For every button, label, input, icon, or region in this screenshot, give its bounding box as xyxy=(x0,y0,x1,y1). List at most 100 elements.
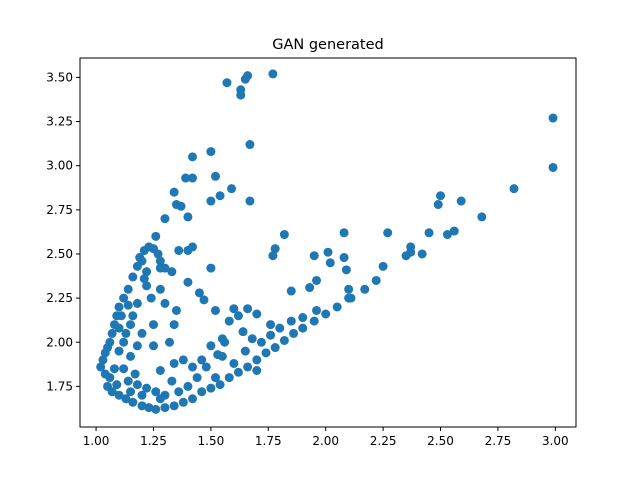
point xyxy=(188,173,198,183)
point xyxy=(114,323,124,333)
point xyxy=(201,362,211,372)
point xyxy=(176,201,186,211)
point xyxy=(178,355,188,365)
point xyxy=(137,328,147,338)
point xyxy=(132,380,142,390)
point xyxy=(339,253,349,263)
point xyxy=(197,387,207,397)
point xyxy=(126,320,136,330)
point xyxy=(165,337,175,347)
point xyxy=(433,200,443,210)
point xyxy=(360,284,370,294)
point xyxy=(144,403,154,413)
point xyxy=(194,288,204,298)
point xyxy=(199,295,209,305)
point xyxy=(139,274,149,284)
point xyxy=(114,346,124,356)
y-tick-label: 2.75 xyxy=(46,203,73,217)
x-tick-label: 2.50 xyxy=(427,434,454,448)
point xyxy=(309,316,319,326)
y-tick-label: 2.25 xyxy=(46,291,73,305)
point xyxy=(243,362,253,372)
point xyxy=(279,230,289,240)
point xyxy=(178,397,188,407)
point xyxy=(188,152,198,162)
point xyxy=(245,196,255,206)
point xyxy=(160,403,170,413)
x-tick-label: 2.75 xyxy=(485,434,512,448)
point xyxy=(321,309,331,319)
point xyxy=(266,330,276,340)
point xyxy=(155,284,165,294)
point xyxy=(192,373,202,383)
point xyxy=(128,397,138,407)
point xyxy=(341,265,351,275)
point xyxy=(153,249,163,259)
point xyxy=(298,313,308,323)
point xyxy=(243,304,253,314)
y-tick-label: 3.50 xyxy=(46,70,73,84)
point xyxy=(119,364,129,374)
point xyxy=(238,327,248,337)
point xyxy=(477,212,487,222)
point xyxy=(252,309,262,319)
point xyxy=(132,298,142,308)
point xyxy=(206,263,216,273)
point xyxy=(119,337,129,347)
point xyxy=(210,305,220,315)
point xyxy=(298,323,308,333)
point xyxy=(183,212,193,222)
point xyxy=(206,383,216,393)
point xyxy=(197,355,207,365)
point xyxy=(252,355,262,365)
point xyxy=(224,316,234,326)
point xyxy=(436,191,446,201)
point xyxy=(183,277,193,287)
point xyxy=(146,293,156,303)
point xyxy=(424,228,434,238)
point xyxy=(220,337,230,347)
point xyxy=(286,316,296,326)
point xyxy=(206,147,216,157)
point xyxy=(305,283,315,293)
point xyxy=(128,311,138,321)
point xyxy=(123,284,133,294)
point xyxy=(224,373,234,383)
point xyxy=(142,383,152,393)
point xyxy=(155,394,165,404)
point xyxy=(160,298,170,308)
x-tick-label: 3.00 xyxy=(542,434,569,448)
point xyxy=(344,293,354,303)
point xyxy=(213,350,223,360)
point xyxy=(339,228,349,238)
point xyxy=(240,346,250,356)
point xyxy=(123,376,133,386)
point xyxy=(137,390,147,400)
point xyxy=(256,337,266,347)
point xyxy=(121,394,131,404)
point xyxy=(155,256,165,266)
point xyxy=(151,404,161,414)
point xyxy=(548,162,558,172)
point xyxy=(215,380,225,390)
point xyxy=(155,263,165,273)
point xyxy=(270,244,280,254)
x-tick-label: 2.25 xyxy=(370,434,397,448)
point xyxy=(114,390,124,400)
point xyxy=(137,401,147,411)
x-tick-label: 2.00 xyxy=(312,434,339,448)
point xyxy=(107,387,117,397)
point xyxy=(323,247,333,257)
point xyxy=(229,304,239,314)
point xyxy=(174,387,184,397)
point xyxy=(105,337,115,347)
point xyxy=(548,113,558,123)
point xyxy=(344,284,354,294)
point xyxy=(169,358,179,368)
point xyxy=(181,173,191,183)
point xyxy=(289,328,299,338)
point xyxy=(266,320,276,330)
plot-area xyxy=(96,69,558,414)
